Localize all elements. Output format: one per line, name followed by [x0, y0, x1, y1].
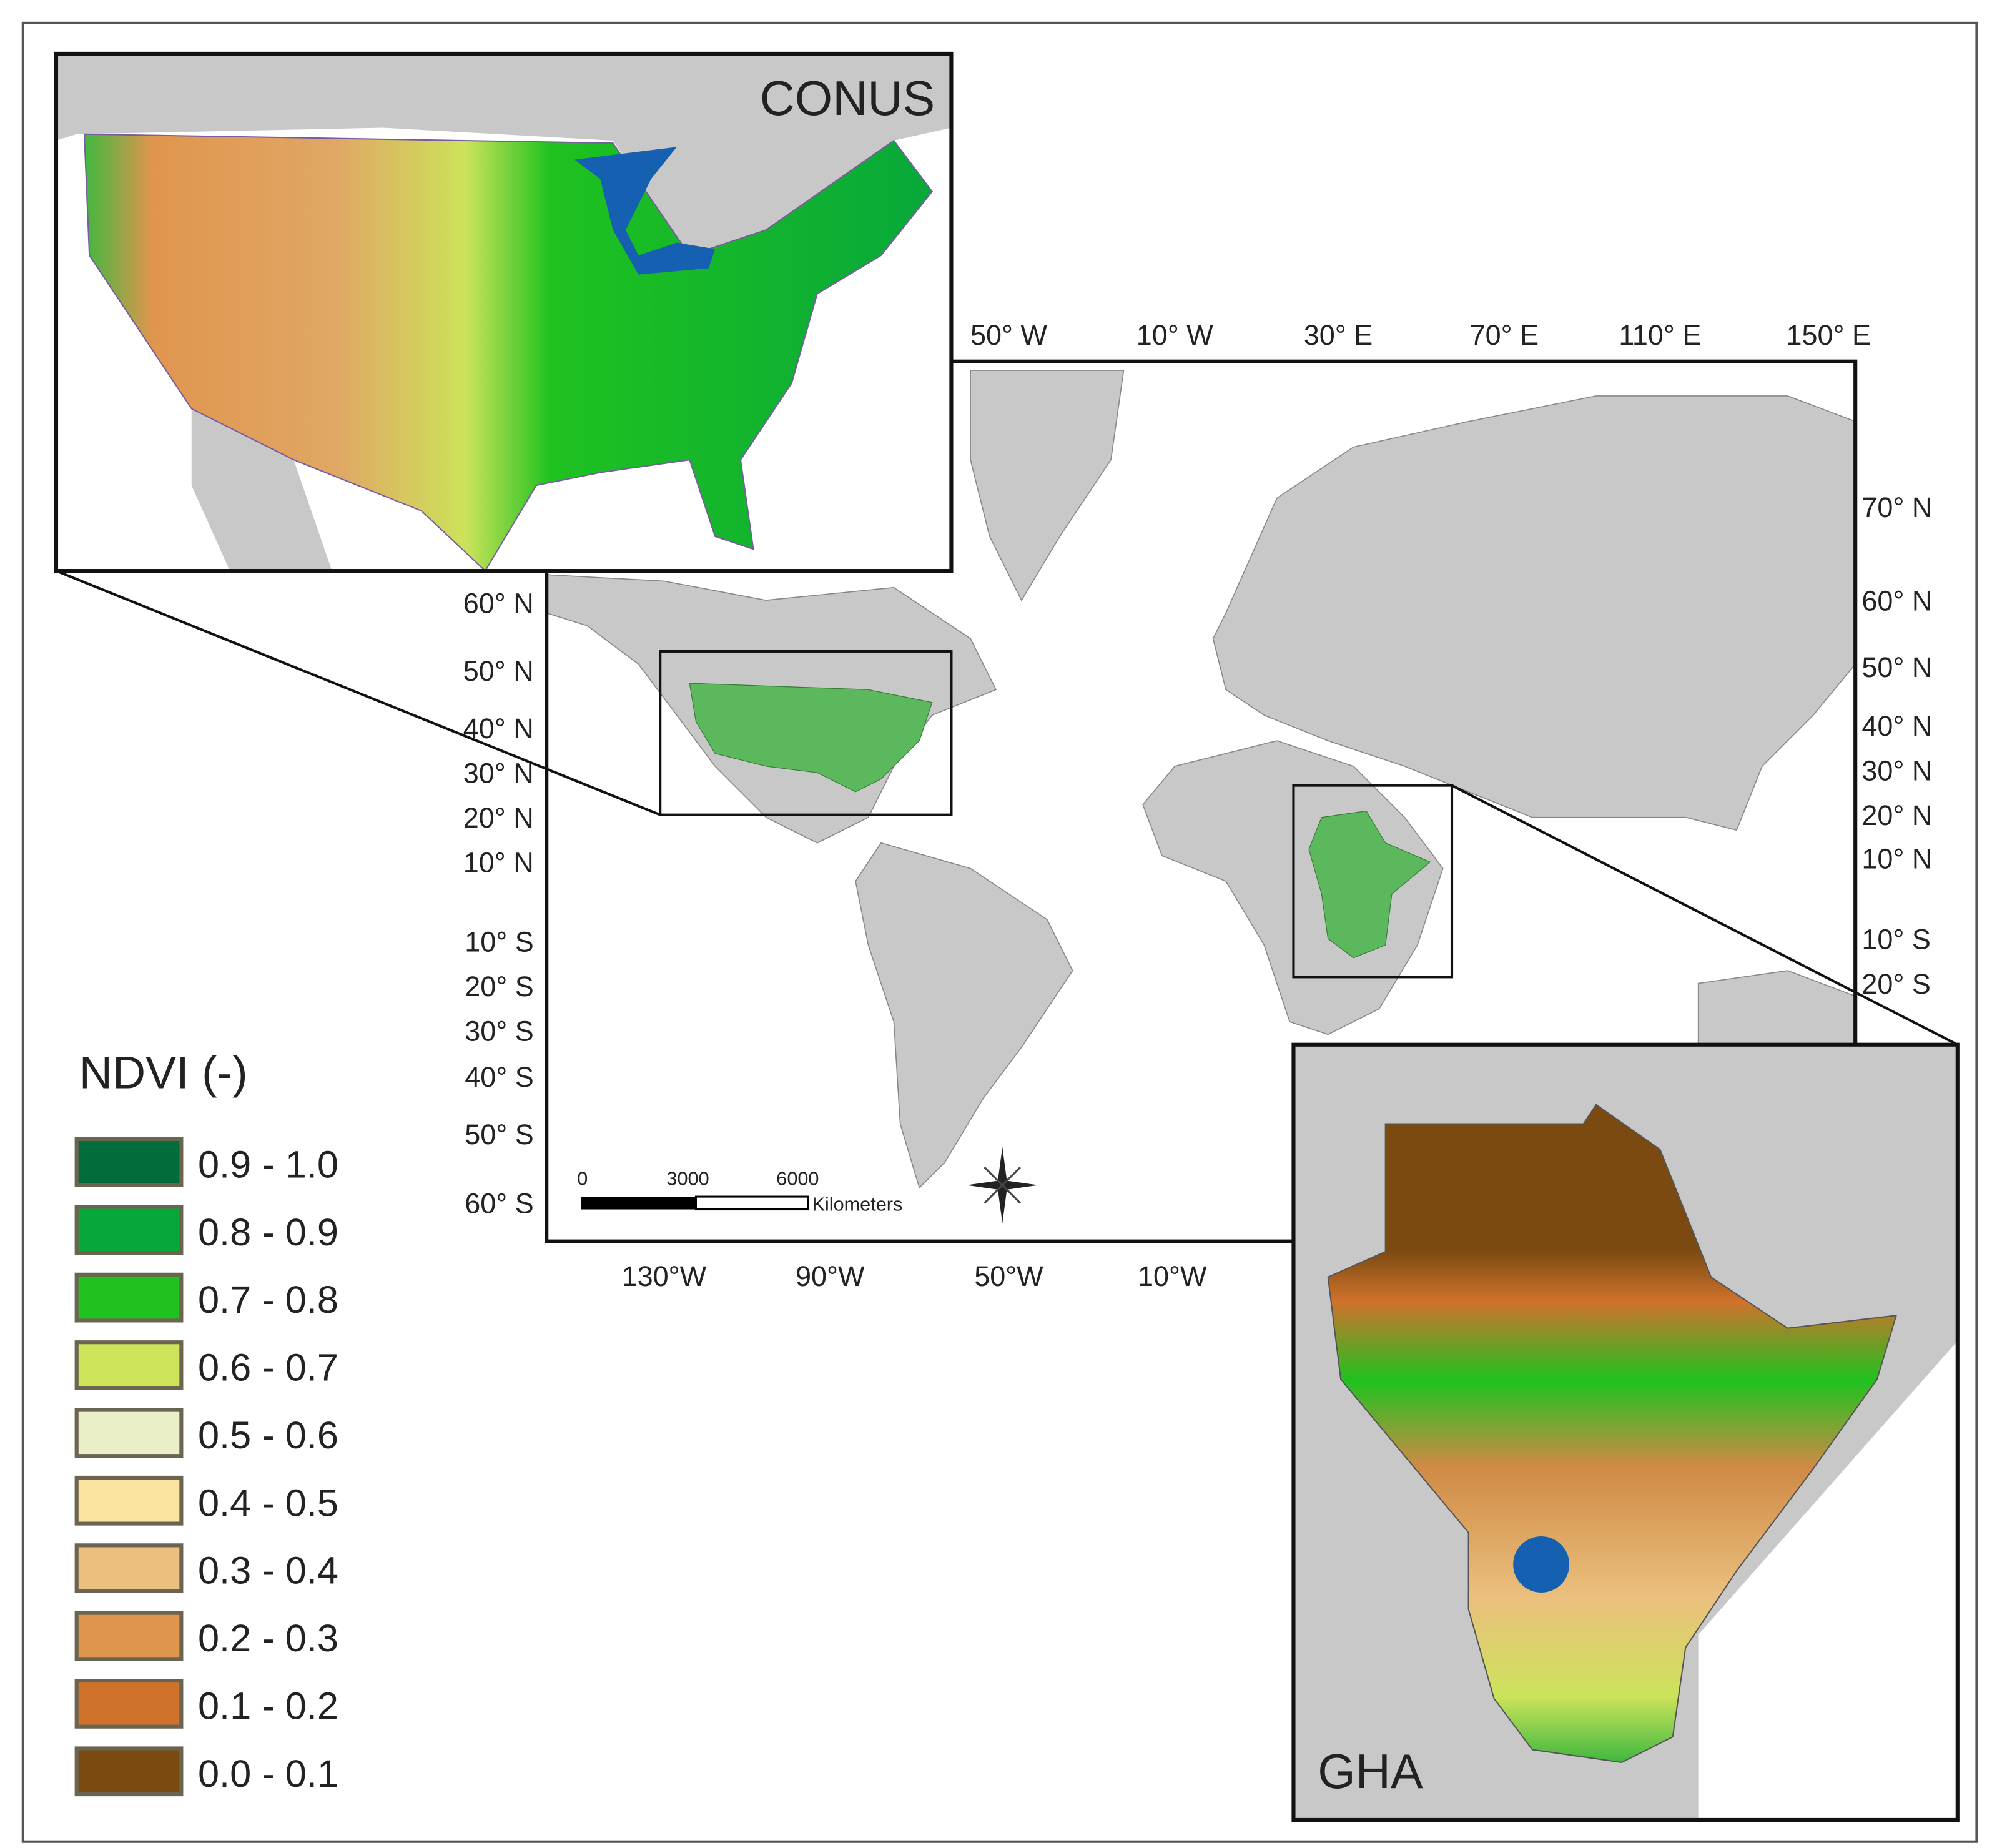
conus-ndvi-raster	[83, 133, 934, 571]
legend-item-label: 0.6 - 0.7	[198, 1346, 338, 1389]
gha-ndvi-raster	[1327, 1104, 1898, 1764]
legend-item-label: 0.9 - 1.0	[198, 1142, 338, 1185]
scale-bar: 0 3000 6000 Kilometers	[577, 1169, 902, 1215]
left-latitude-label: 20° S	[465, 971, 534, 1002]
right-latitude-label: 60° N	[1861, 585, 1932, 616]
legend-item-label: 0.8 - 0.9	[198, 1210, 338, 1253]
conus-highlight	[689, 683, 933, 793]
top-longitude-label: 150° E	[1787, 319, 1871, 351]
top-longitude-label: 110° E	[1619, 319, 1701, 351]
right-latitude-label: 50° N	[1861, 651, 1932, 683]
ndvi-legend: NDVI (-) 0.9 - 1.0 0.8 - 0.9 0.7 - 0.8 0.6 …	[74, 1046, 338, 1797]
left-latitude-label: 10° S	[465, 926, 534, 957]
top-longitude-label: 50° W	[970, 319, 1047, 351]
right-latitude-label: 20° N	[1861, 799, 1932, 831]
gha-label: GHA	[1318, 1745, 1423, 1799]
legend-swatch	[74, 1137, 184, 1187]
scale-tick-3000: 3000	[666, 1169, 709, 1190]
conus-extent-box	[659, 650, 953, 816]
legend-swatch	[74, 1543, 184, 1594]
legend-swatch	[74, 1611, 184, 1661]
conus-label: CONUS	[760, 72, 935, 126]
legend-swatch	[74, 1408, 184, 1458]
left-latitude-label: 60° N	[463, 588, 534, 620]
gha-extent-box	[1292, 784, 1454, 979]
gha-highlight	[1308, 810, 1431, 959]
legend-swatch	[74, 1475, 184, 1526]
great-lakes	[574, 147, 716, 275]
legend-swatch	[74, 1272, 184, 1323]
left-latitude-label: 20° N	[463, 802, 534, 834]
scale-tick-0: 0	[577, 1169, 588, 1190]
legend-swatch	[74, 1340, 184, 1390]
legend-swatch	[74, 1679, 184, 1729]
bottom-longitude-label: 130°W	[622, 1260, 707, 1292]
legend-item-label: 0.2 - 0.3	[198, 1616, 338, 1659]
bottom-longitude-label: 10°W	[1138, 1260, 1207, 1292]
legend-item-label: 0.3 - 0.4	[198, 1549, 338, 1592]
top-longitude-label: 30° E	[1304, 319, 1373, 351]
right-latitude-label: 70° N	[1861, 492, 1932, 523]
legend-item-label: 0.4 - 0.5	[198, 1481, 338, 1524]
top-longitude-labels: 50° W 10° W 30° E 70° E 110° E 150° E	[970, 319, 1871, 351]
bottom-longitude-labels: 130°W 90°W 50°W 10°W	[622, 1260, 1207, 1292]
lake-victoria	[1513, 1536, 1570, 1593]
left-latitude-labels: 60° N 50° N 40° N 30° N 20° N 10° N 10° S 20° S…	[463, 588, 534, 1220]
left-latitude-label: 50° N	[463, 655, 534, 687]
right-latitude-label: 40° N	[1861, 710, 1932, 742]
left-latitude-label: 60° S	[465, 1188, 534, 1220]
left-latitude-label: 10° N	[463, 847, 534, 879]
top-longitude-label: 70° E	[1470, 319, 1539, 351]
bottom-longitude-label: 90°W	[796, 1260, 865, 1292]
top-longitude-label: 10° W	[1137, 319, 1213, 351]
legend-title: NDVI (-)	[79, 1046, 248, 1098]
right-latitude-label: 30° N	[1861, 754, 1932, 786]
right-latitude-labels: 70° N 60° N 50° N 40° N 30° N 20° N 10° N 10° S…	[1861, 492, 1932, 1000]
legend-swatch	[74, 1746, 184, 1797]
legend-item-label: 0.7 - 0.8	[198, 1278, 338, 1321]
right-latitude-label: 10° N	[1861, 843, 1932, 875]
gha-inset: GHA	[1291, 1042, 1960, 1822]
conus-inset: CONUS	[54, 51, 954, 573]
left-latitude-label: 40° N	[463, 713, 534, 744]
legend-item-label: 0.0 - 0.1	[198, 1752, 338, 1795]
left-latitude-label: 30° S	[465, 1015, 534, 1047]
left-latitude-label: 40° S	[465, 1061, 534, 1093]
left-latitude-label: 50° S	[465, 1119, 534, 1150]
gha-leader-line	[1451, 784, 1958, 1046]
legend-swatch	[74, 1205, 184, 1255]
north-arrow-compass-icon	[966, 1147, 1038, 1224]
conus-leader-line	[56, 570, 661, 816]
bottom-longitude-label: 50°W	[974, 1260, 1043, 1292]
scale-tick-6000: 6000	[776, 1169, 819, 1190]
right-latitude-label: 10° S	[1861, 923, 1931, 955]
legend-item-label: 0.1 - 0.2	[198, 1684, 338, 1727]
world-map-frame	[545, 359, 1858, 1243]
right-latitude-label: 20° S	[1861, 968, 1931, 1000]
scale-unit: Kilometers	[812, 1194, 903, 1215]
left-latitude-label: 30° N	[463, 758, 534, 789]
legend-item-label: 0.5 - 0.6	[198, 1413, 338, 1456]
